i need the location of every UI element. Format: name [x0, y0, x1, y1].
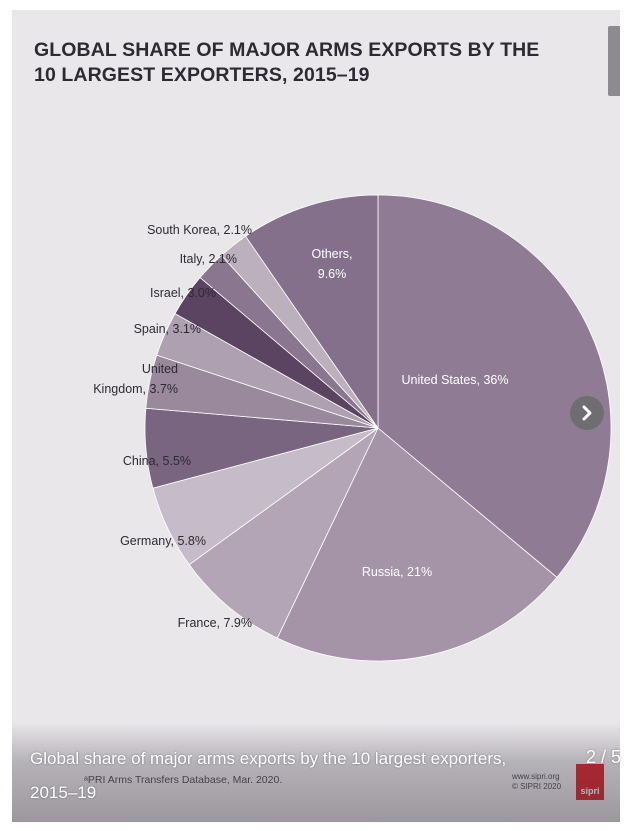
slice-label-spain: Spain, 3.1%: [134, 322, 201, 336]
chevron-right-icon: [582, 405, 592, 421]
slice-label-others: Others, 9.6%: [312, 247, 353, 281]
slide-caption: Global share of major arms exports by th…: [30, 749, 507, 802]
slice-label-russia: Russia, 21%: [362, 565, 432, 579]
pie-slice-united-states: [377, 194, 612, 578]
slice-label-france: France, 7.9%: [178, 616, 252, 630]
chart-title: GLOBAL SHARE OF MAJOR ARMS EXPORTS BY TH…: [34, 39, 540, 86]
slice-label-united-kingdom: United Kingdom, 3.7%: [93, 362, 178, 396]
pie-slice-russia: [276, 427, 558, 662]
slice-label-italy: Italy, 2.1%: [180, 252, 237, 266]
slice-label-germany: Germany, 5.8%: [120, 534, 206, 548]
slice-label-china: China, 5.5%: [123, 454, 191, 468]
page-counter: 2 / 5: [586, 747, 622, 767]
website-credit: www.sipri.org © SIPRI 2020: [512, 772, 561, 792]
scrollbar-thumb[interactable]: [608, 26, 620, 96]
copyright: © SIPRI 2020: [512, 782, 562, 791]
slice-label-south-korea: South Korea, 2.1%: [147, 223, 252, 237]
website-url: www.sipri.org: [512, 772, 560, 781]
sipri-logo: sipri: [576, 764, 604, 800]
pie-slice-france: [188, 427, 379, 639]
pie-slice-others: [245, 194, 379, 430]
slice-label-united-states: United States, 36%: [401, 373, 508, 387]
slice-label-israel: Israel, 3.0%: [150, 286, 216, 300]
next-slide-button[interactable]: [570, 396, 604, 430]
source-note: ᵃPRI Arms Transfers Database, Mar. 2020.: [84, 774, 283, 786]
